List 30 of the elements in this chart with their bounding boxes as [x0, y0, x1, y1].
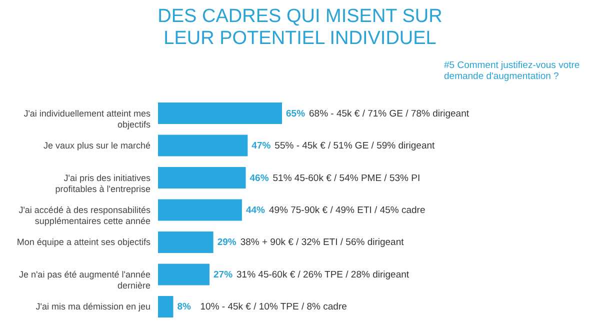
bar [158, 134, 248, 156]
annotation: 10% - 45k € / 10% TPE / 8% cadre [200, 302, 347, 313]
chart-title: DES CADRES QUI MISENT SUR LEUR POTENTIEL INDIVIDUEL [156, 6, 444, 50]
bar [158, 102, 282, 124]
data-label: 65% [286, 108, 306, 120]
y-tick-label: J'ai accédé à des responsabilités supplémentaires cette année [18, 205, 151, 226]
y-tick-label: Je n'ai pas été augmenté l'année dernière [18, 270, 150, 290]
data-label: 46% [250, 172, 270, 184]
annotation: 49% 75-90k € / 49% ETI / 45% cadre [268, 205, 426, 216]
annotation: 55% - 45k € / 51% GE / 59% dirigeant [274, 140, 436, 152]
bar [158, 199, 242, 221]
bar [158, 264, 210, 286]
data-label: 47% [252, 140, 272, 152]
y-tick-label: Mon équipe a atteint ses objectifs [16, 237, 151, 248]
data-label: 44% [246, 205, 266, 216]
annotation: 68% - 45k € / 71% GE / 78% dirigeant [309, 108, 470, 120]
annotation: 51% 45-60k € / 54% PME / 53% PI [272, 172, 420, 184]
data-label: 29% [217, 237, 237, 248]
annotation: 38% + 90k € / 32% ETI / 56% dirigeant [240, 237, 404, 248]
data-label: 8% [177, 302, 192, 313]
y-tick-label: J'ai pris des initiatives profitables à l'entreprise [55, 172, 151, 194]
y-tick-label: Je vaux plus sur le marché [43, 140, 150, 150]
annotation: 31% 45-60k € / 26% TPE / 28% dirigeant [236, 270, 410, 280]
y-tick-label: J'ai individuellement atteint mes objectifs [24, 108, 151, 130]
bar [158, 166, 246, 189]
y-tick-label: J'ai mis ma démission en jeu [36, 302, 150, 312]
bar [158, 296, 174, 318]
text: #5 Comment justifiez-vous votre demande d'augmentation ? [444, 60, 581, 82]
bar [158, 231, 214, 254]
data-label: 27% [214, 270, 234, 280]
